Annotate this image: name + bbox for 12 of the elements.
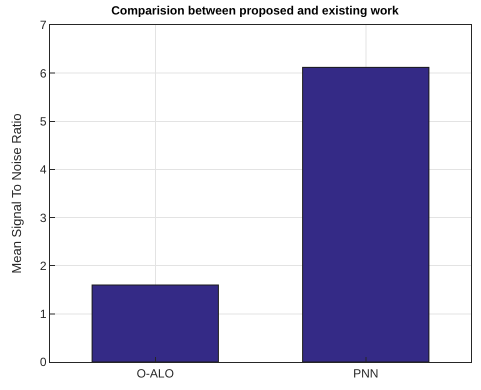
y-tick-label: 6 (40, 66, 47, 80)
y-tick-label: 2 (40, 258, 47, 273)
x-tick-label: PNN (353, 366, 378, 380)
y-tick-label: 0 (40, 355, 47, 370)
x-tick-label: O-ALO (136, 366, 174, 380)
y-tick-label: 3 (40, 210, 47, 225)
y-tick-label: 7 (40, 18, 47, 32)
y-axis-title: Mean Signal To Noise Ratio (8, 113, 24, 274)
y-tick-label: 4 (40, 162, 47, 177)
y-tick-label: 1 (40, 307, 47, 322)
y-tick-label: 5 (40, 114, 47, 128)
chart-title: Comparision between proposed and existing work (111, 3, 399, 18)
